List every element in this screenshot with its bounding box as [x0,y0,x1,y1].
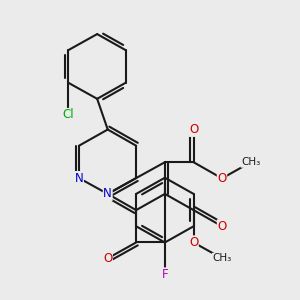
Text: O: O [103,252,112,265]
Text: O: O [189,236,198,249]
Text: N: N [103,188,112,200]
Text: CH₃: CH₃ [241,157,260,167]
Text: O: O [218,172,226,185]
Text: O: O [218,220,226,233]
Text: O: O [189,123,198,136]
Text: F: F [161,268,168,281]
Text: Cl: Cl [62,109,74,122]
Text: N: N [75,172,83,184]
Text: CH₃: CH₃ [212,253,232,263]
